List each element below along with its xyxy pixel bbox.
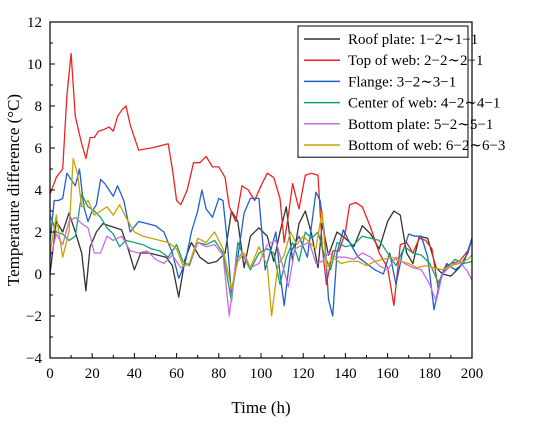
legend-label-3: Flange: 3−2∼3−1	[348, 74, 456, 90]
y-tick-label: −4	[26, 351, 42, 367]
y-tick-label: 6	[35, 141, 43, 157]
y-axis-title: Temperature difference (°C)	[4, 94, 23, 286]
y-tick-label: 12	[27, 15, 42, 31]
y-tick-label: 10	[27, 57, 42, 73]
series-line-2	[49, 52, 473, 307]
x-axis-title: Time (h)	[231, 398, 290, 417]
x-tick-label: 140	[334, 366, 357, 382]
x-tick-label: 40	[127, 366, 142, 382]
x-tick-label: 60	[169, 366, 184, 382]
legend-label-5: Bottom plate: 5−2∼5−1	[348, 117, 493, 133]
series-line-4	[49, 193, 473, 302]
legend-label-4: Center of web: 4−2∼4−1	[348, 96, 500, 112]
x-tick-label: 0	[46, 366, 54, 382]
x-tick-label: 120	[292, 366, 315, 382]
series-line-1	[49, 206, 473, 298]
series-layer	[49, 52, 473, 317]
x-tick-label: 80	[211, 366, 226, 382]
y-tick-label: 4	[35, 183, 43, 199]
legend-label-6: Bottom of web: 6−2∼6−3	[348, 138, 505, 154]
series-line-3	[49, 168, 473, 317]
axes-layer: 0 20 40 60 80 100 120 140 160 180 200 −4 −2 0 2 4 6 8 10 12…	[4, 15, 483, 417]
series-line-5	[49, 216, 473, 317]
y-tick-label: 0	[35, 267, 43, 283]
x-tick-label: 20	[85, 366, 100, 382]
legend-label-1: Roof plate: 1−2∼1−1	[348, 32, 478, 48]
x-tick-label: 100	[250, 366, 273, 382]
x-tick-label: 200	[461, 366, 484, 382]
legend-box	[297, 25, 469, 158]
y-tick-label: −2	[26, 309, 42, 325]
y-tick-label: 8	[35, 99, 43, 115]
x-tick-label: 160	[376, 366, 399, 382]
legend: Roof plate: 1−2∼1−1 Top of web: 2−2∼2−1 Fl…	[297, 25, 505, 158]
y-tick-label: 2	[35, 225, 43, 241]
series-line-6	[49, 157, 473, 317]
x-tick-label: 180	[419, 366, 442, 382]
legend-label-2: Top of web: 2−2∼2−1	[348, 53, 484, 69]
